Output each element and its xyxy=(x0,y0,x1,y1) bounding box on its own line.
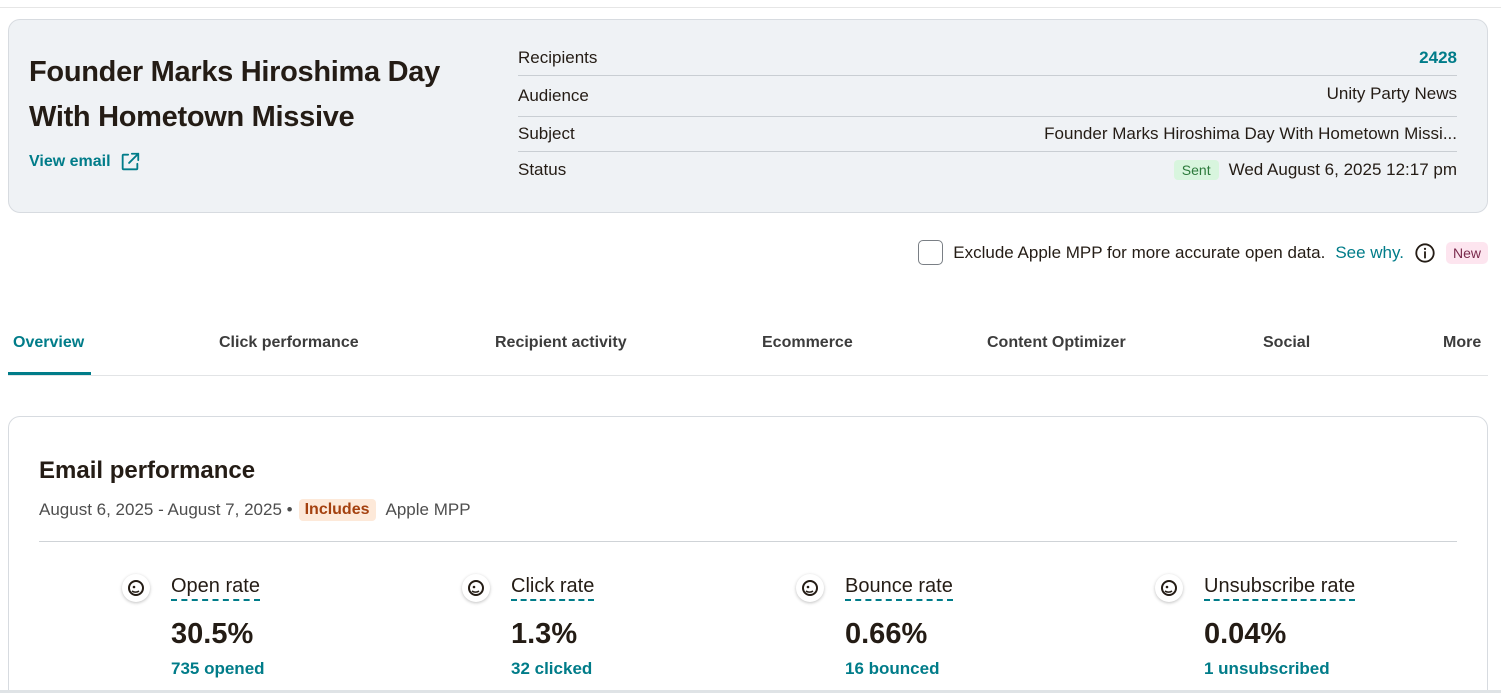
metric-value: 0.66% xyxy=(845,618,928,650)
metric-count-link[interactable]: 16 bounced xyxy=(845,659,940,678)
tab-social[interactable]: Social xyxy=(1263,334,1311,351)
campaign-summary-card: Founder Marks Hiroshima Day With Hometow… xyxy=(8,19,1488,213)
recipients-count-link[interactable]: 2428 xyxy=(1419,47,1457,67)
report-tabs: Overview Click performance Recipient act… xyxy=(8,322,1488,376)
mailchimp-icon xyxy=(462,574,490,602)
mailchimp-icon xyxy=(122,574,150,602)
metric-value: 1.3% xyxy=(511,618,578,650)
subject-value: Founder Marks Hiroshima Day With Hometow… xyxy=(1044,124,1457,143)
status-value: Sent Wed August 6, 2025 12:17 pm xyxy=(1173,160,1457,180)
details-row-audience: Audience Unity Party News xyxy=(518,76,1457,117)
view-email-label: View email xyxy=(29,153,111,170)
exclude-mpp-row: Exclude Apple MPP for more accurate open… xyxy=(918,240,1488,265)
audience-value: Unity Party News xyxy=(1326,84,1457,103)
tab-more[interactable]: More xyxy=(1443,334,1482,351)
mailchimp-icon xyxy=(1155,574,1183,602)
active-tab-indicator xyxy=(8,372,91,375)
details-label: Subject xyxy=(518,124,575,143)
metric-count-link[interactable]: 1 unsubscribed xyxy=(1204,659,1330,678)
email-performance-title: Email performance xyxy=(39,457,256,484)
see-why-link[interactable]: See why. xyxy=(1335,242,1404,262)
exclude-mpp-checkbox[interactable] xyxy=(918,240,944,265)
sent-status-badge: Sent xyxy=(1173,160,1219,180)
tab-content-optimizer[interactable]: Content Optimizer xyxy=(987,334,1126,351)
metric-count-link[interactable]: 735 opened xyxy=(171,659,265,678)
campaign-details-table: Recipients 2428 Audience Unity Party New… xyxy=(518,40,1457,188)
campaign-title: Founder Marks Hiroshima Day With Hometow… xyxy=(29,56,440,133)
tab-click-performance[interactable]: Click performance xyxy=(219,334,359,351)
metric-label[interactable]: Click rate xyxy=(511,575,595,601)
metric-label[interactable]: Open rate xyxy=(171,575,260,601)
exclude-mpp-label: Exclude Apple MPP for more accurate open… xyxy=(953,242,1326,262)
metric-value: 0.04% xyxy=(1204,618,1287,650)
tab-overview[interactable]: Overview xyxy=(13,334,85,351)
external-link-icon xyxy=(121,152,139,171)
details-label: Recipients xyxy=(518,47,598,67)
details-label: Audience xyxy=(518,86,589,105)
performance-divider xyxy=(39,541,1457,542)
bottom-divider xyxy=(0,690,1501,693)
details-row-recipients: Recipients 2428 xyxy=(518,40,1457,76)
date-range-text: August 6, 2025 - August 7, 2025 • xyxy=(39,500,293,519)
includes-text: Apple MPP xyxy=(385,500,471,519)
metric-label[interactable]: Bounce rate xyxy=(845,575,953,601)
email-performance-card: Email performance August 6, 2025 - Augus… xyxy=(8,416,1488,693)
mailchimp-icon xyxy=(796,574,824,602)
top-divider xyxy=(0,7,1501,8)
tab-recipient-activity[interactable]: Recipient activity xyxy=(495,334,627,351)
metric-count-link[interactable]: 32 clicked xyxy=(511,659,593,678)
sent-timestamp: Wed August 6, 2025 12:17 pm xyxy=(1228,160,1457,179)
details-label: Status xyxy=(518,160,567,179)
performance-date-range: August 6, 2025 - August 7, 2025 • Includ… xyxy=(39,499,471,521)
new-badge: New xyxy=(1445,241,1488,264)
info-icon[interactable] xyxy=(1414,242,1436,264)
details-row-status: Status Sent Wed August 6, 2025 12:17 pm xyxy=(518,152,1457,188)
metric-value: 30.5% xyxy=(171,618,254,650)
includes-badge: Includes xyxy=(298,499,376,521)
details-row-subject: Subject Founder Marks Hiroshima Day With… xyxy=(518,117,1457,152)
tab-ecommerce[interactable]: Ecommerce xyxy=(762,334,853,351)
metric-label[interactable]: Unsubscribe rate xyxy=(1204,575,1356,601)
view-email-link[interactable]: View email xyxy=(29,151,141,173)
